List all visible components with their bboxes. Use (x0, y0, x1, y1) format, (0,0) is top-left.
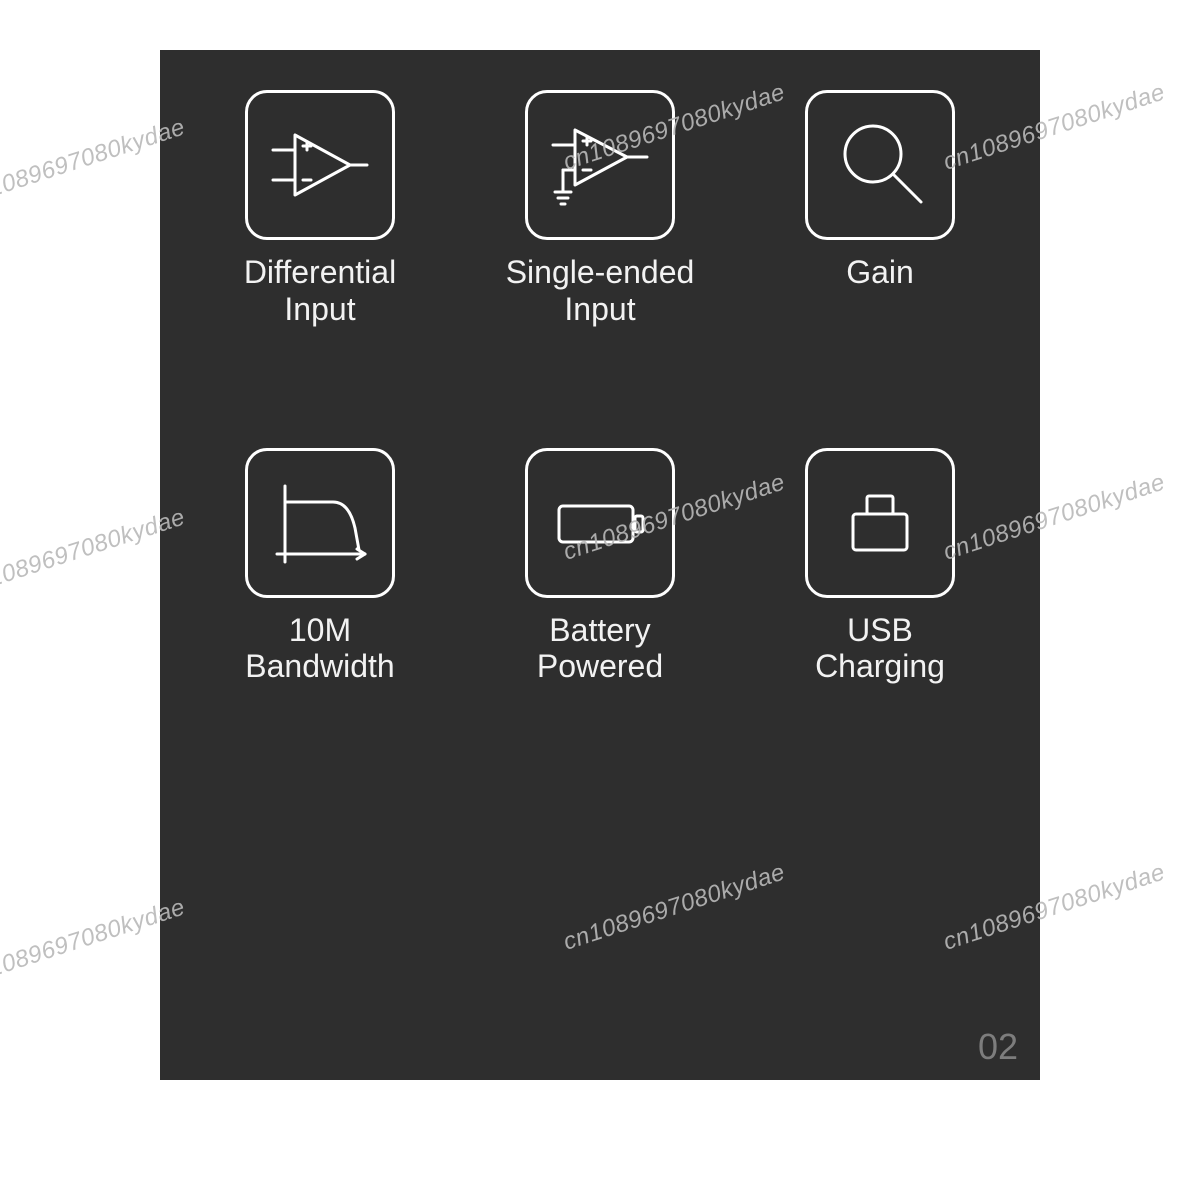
feature-battery-powered: Battery Powered (490, 448, 710, 686)
feature-gain: Gain (770, 90, 990, 328)
differential-input-icon (245, 90, 395, 240)
gain-icon (805, 90, 955, 240)
bandwidth-icon (245, 448, 395, 598)
feature-bandwidth: 10M Bandwidth (210, 448, 430, 686)
feature-row: 10M Bandwidth Battery Powered (160, 448, 1040, 686)
feature-label: Gain (846, 254, 914, 291)
feature-panel: Differential Input (160, 50, 1040, 1080)
feature-label: Battery Powered (537, 612, 663, 686)
usb-icon (805, 448, 955, 598)
feature-differential-input: Differential Input (210, 90, 430, 328)
feature-label: Single-ended Input (506, 254, 695, 328)
feature-label: USB Charging (815, 612, 945, 686)
feature-label: Differential Input (244, 254, 396, 328)
product-feature-card: Differential Input (0, 0, 1200, 1200)
feature-usb-charging: USB Charging (770, 448, 990, 686)
feature-label: 10M Bandwidth (245, 612, 394, 686)
battery-icon (525, 448, 675, 598)
feature-row: Differential Input (160, 90, 1040, 328)
single-ended-input-icon (525, 90, 675, 240)
feature-single-ended-input: Single-ended Input (490, 90, 710, 328)
feature-grid: Differential Input (160, 90, 1040, 685)
page-number: 02 (978, 1026, 1018, 1068)
